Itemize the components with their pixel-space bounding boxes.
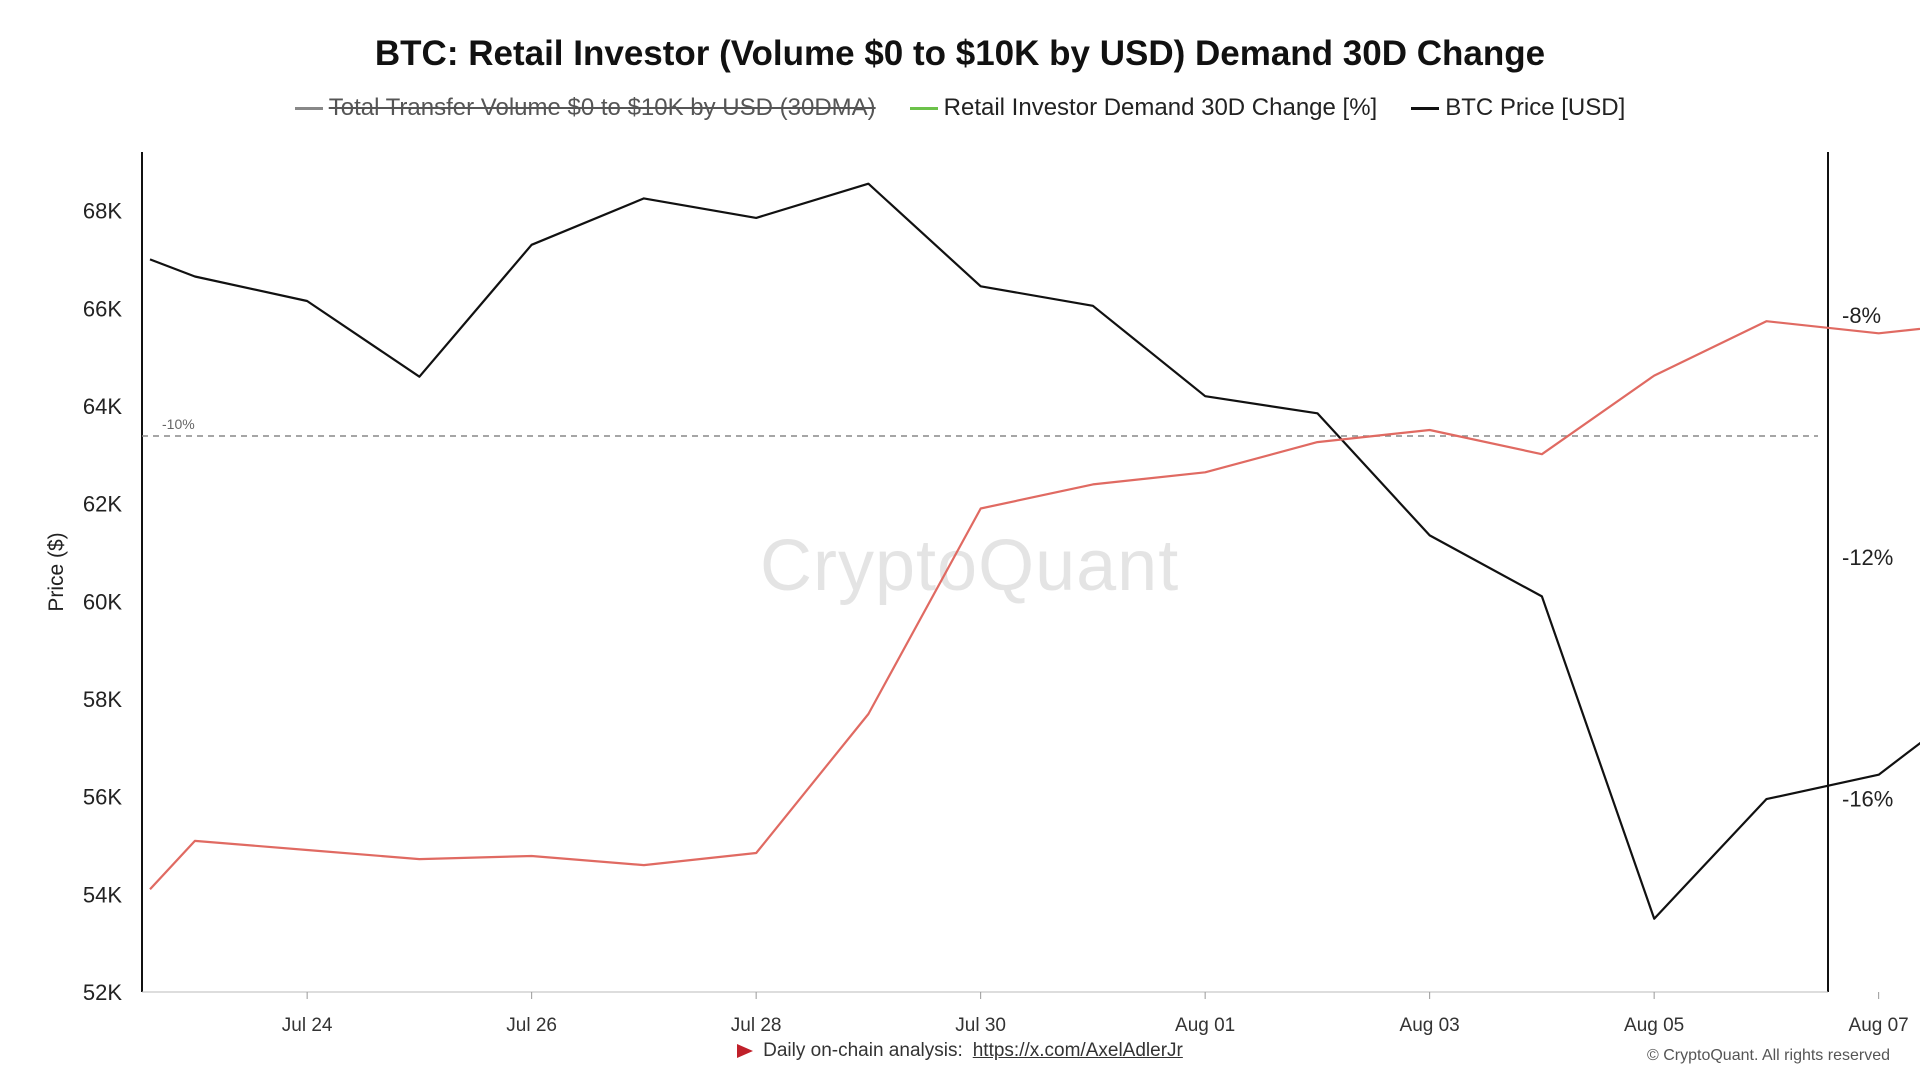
chart-title: BTC: Retail Investor (Volume $0 to $10K … xyxy=(374,34,1546,73)
chart-legend: Total Transfer Volume $0 to $10K by USD … xyxy=(0,94,1920,122)
y-tick-label-right: -8% xyxy=(1842,303,1881,328)
y-axis-label: Price ($) xyxy=(45,532,68,611)
y-tick-label-left: 56K xyxy=(83,785,122,810)
x-tick-label: Aug 07 xyxy=(1849,1015,1909,1036)
legend-swatch-transfer-volume xyxy=(294,106,323,110)
watermark: CryptoQuant xyxy=(760,526,1180,606)
legend-label-retail-demand: Retail Investor Demand 30D Change [%] xyxy=(943,94,1378,121)
y-tick-label-left: 54K xyxy=(83,882,122,907)
legend-swatch-btc-price xyxy=(1411,106,1440,110)
y-tick-label-right: -12% xyxy=(1842,545,1893,570)
legend-label-btc-price: BTC Price [USD] xyxy=(1445,94,1626,121)
footer-link[interactable]: https://x.com/AxelAdlerJr xyxy=(972,1040,1183,1061)
series-line-btc-price xyxy=(149,182,1920,920)
legend-swatch-retail-demand xyxy=(909,106,938,110)
y-tick-label-right: -16% xyxy=(1842,787,1893,812)
x-tick-label: Aug 01 xyxy=(1175,1015,1235,1036)
footer-text: Daily on-chain analysis: xyxy=(763,1040,963,1061)
series-line-retail-demand xyxy=(149,320,1920,891)
y-tick-label-left: 64K xyxy=(83,394,122,419)
y-tick-label-left: 52K xyxy=(83,980,122,1005)
legend-label-transfer-volume: Total Transfer Volume $0 to $10K by USD … xyxy=(328,94,876,121)
x-tick-label: Aug 05 xyxy=(1624,1015,1684,1036)
x-tick-label: Jul 26 xyxy=(506,1015,557,1036)
x-tick-label: Jul 24 xyxy=(282,1015,333,1036)
y-tick-label-left: 66K xyxy=(83,296,122,321)
flag-icon xyxy=(737,1044,754,1058)
legend-item-btc-price[interactable]: BTC Price [USD] xyxy=(1411,94,1625,122)
reference-line-label: -10% xyxy=(162,416,195,432)
x-tick-label: Aug 03 xyxy=(1400,1015,1460,1036)
y-tick-label-left: 60K xyxy=(83,589,122,614)
x-tick-label: Jul 30 xyxy=(955,1015,1006,1036)
y-tick-label-left: 58K xyxy=(83,687,122,712)
copyright: © CryptoQuant. All rights reserved xyxy=(1647,1047,1890,1064)
legend-item-retail-demand[interactable]: Retail Investor Demand 30D Change [%] xyxy=(909,94,1378,122)
x-tick-label: Jul 28 xyxy=(731,1015,782,1036)
legend-item-transfer-volume[interactable]: Total Transfer Volume $0 to $10K by USD … xyxy=(294,94,876,122)
y-tick-label-left: 68K xyxy=(83,199,122,224)
footer: Daily on-chain analysis: https://x.com/A… xyxy=(0,1040,1920,1062)
y-tick-label-left: 62K xyxy=(83,492,122,517)
